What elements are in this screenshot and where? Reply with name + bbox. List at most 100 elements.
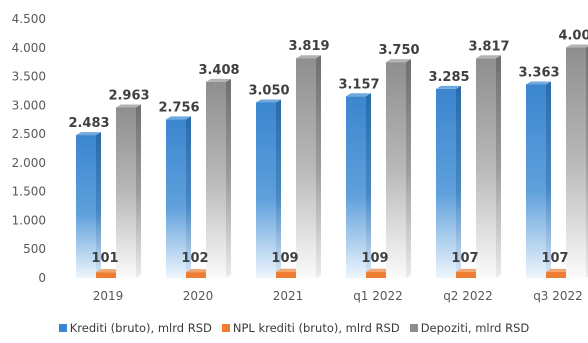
- data-label: 3.750: [378, 43, 419, 58]
- bar: [296, 55, 321, 279]
- y-tick-label: 3.000: [12, 98, 46, 112]
- data-labels: 2.483 2.756 3.050 3.157 3.285 3.363 101 102 109 1…: [68, 29, 588, 266]
- data-label: 107: [451, 251, 478, 266]
- y-tick-label: 4.000: [12, 41, 46, 55]
- bar-front: [566, 47, 586, 279]
- data-label: 3.819: [288, 39, 329, 54]
- bar: [476, 55, 501, 279]
- y-tick-label: 2.500: [12, 127, 46, 141]
- bar-front: [346, 96, 366, 278]
- bar-top: [346, 93, 371, 97]
- bar: [256, 99, 281, 278]
- x-tick-label: q2 2022: [443, 289, 493, 303]
- bar-front: [276, 271, 296, 278]
- plot-bars: [76, 44, 588, 279]
- legend-label-npl: NPL krediti (bruto), mlrd RSD: [232, 321, 400, 335]
- data-label: 3.817: [468, 39, 509, 54]
- legend-label-krediti: Krediti (bruto), mlrd RSD: [69, 321, 212, 335]
- y-tick-label: 0: [38, 271, 46, 285]
- bar: [566, 44, 588, 279]
- bar-top: [546, 268, 571, 272]
- bar-front: [96, 272, 116, 278]
- bar-front: [296, 58, 316, 279]
- data-label: 2.483: [68, 116, 109, 131]
- x-tick-label: 2020: [183, 289, 214, 303]
- bar-top: [186, 269, 211, 273]
- data-label: 3.157: [338, 77, 379, 92]
- bar-front: [206, 81, 226, 278]
- bar-top: [436, 85, 461, 89]
- bar-top: [166, 116, 191, 120]
- data-label: 3.363: [518, 65, 559, 80]
- bar-front: [526, 84, 546, 278]
- bar-front: [476, 58, 496, 279]
- bar: [206, 78, 231, 278]
- bar: [436, 85, 461, 279]
- bar-top: [76, 132, 101, 136]
- data-label: 3.050: [248, 83, 289, 98]
- bar-front: [76, 135, 96, 278]
- data-label: 3.408: [198, 63, 239, 78]
- legend-item-krediti: Krediti (bruto), mlrd RSD: [58, 321, 212, 335]
- data-label: 4.004: [558, 29, 588, 44]
- bar-top: [116, 104, 141, 108]
- data-label: 109: [361, 251, 388, 266]
- data-label: 3.285: [428, 70, 469, 85]
- y-tick-label: 1.500: [12, 185, 46, 199]
- bar-top: [296, 55, 321, 59]
- data-label: 102: [181, 251, 208, 266]
- bar-front: [456, 271, 476, 278]
- bar-side: [276, 99, 281, 278]
- legend: Krediti (bruto), mlrd RSD NPL krediti (b…: [0, 318, 588, 338]
- legend-item-npl: NPL krediti (bruto), mlrd RSD: [221, 321, 400, 335]
- legend-swatch-orange: [221, 324, 230, 332]
- chart-area: 0 500 1.000 1.500 2.000 2.500 3.000 3.500 4.000 4…: [12, 12, 588, 303]
- y-axis: 0 500 1.000 1.500 2.000 2.500 3.000 3.500 4.000 4…: [12, 12, 46, 285]
- bar-front: [436, 88, 456, 279]
- bar-top: [276, 268, 301, 272]
- bar: [166, 116, 191, 278]
- y-tick-label: 2.000: [12, 156, 46, 170]
- data-label: 2.756: [158, 100, 199, 115]
- data-label: 107: [541, 251, 568, 266]
- bar-top: [566, 44, 588, 48]
- bar-top: [456, 268, 481, 272]
- bar-side: [186, 116, 191, 278]
- bar-front: [186, 272, 206, 278]
- bar: [76, 132, 101, 278]
- legend-label-depoziti: Depoziti, mlrd RSD: [420, 321, 530, 335]
- bar-front: [166, 119, 186, 278]
- bar-top: [96, 269, 121, 273]
- bar-front: [546, 271, 566, 278]
- bar: [386, 59, 411, 278]
- bar: [526, 81, 551, 278]
- bar-top: [206, 78, 231, 82]
- data-label: 101: [91, 251, 118, 266]
- bar-front: [116, 107, 136, 278]
- data-label: 109: [271, 251, 298, 266]
- bar-side: [546, 81, 551, 278]
- x-axis: 2019 2020 2021 q1 2022 q2 2022 q3 2022: [93, 289, 583, 303]
- legend-item-depoziti: Depoziti, mlrd RSD: [409, 321, 530, 335]
- bar-top: [366, 268, 391, 272]
- data-label: 2.963: [108, 88, 149, 103]
- x-tick-label: 2021: [273, 289, 304, 303]
- y-tick-label: 4.500: [12, 12, 46, 26]
- bar-side: [456, 85, 461, 279]
- bar-side: [136, 104, 141, 278]
- y-tick-label: 3.500: [12, 70, 46, 84]
- bar-top: [386, 59, 411, 63]
- bar-side: [496, 55, 501, 279]
- x-tick-label: q3 2022: [533, 289, 583, 303]
- bar: [346, 93, 371, 278]
- x-tick-label: q1 2022: [353, 289, 403, 303]
- bar-top: [476, 55, 501, 59]
- bar: [116, 104, 141, 278]
- y-tick-label: 500: [23, 242, 46, 256]
- bar-top: [256, 99, 281, 103]
- x-tick-label: 2019: [93, 289, 124, 303]
- bar-side: [96, 132, 101, 278]
- bar-side: [406, 59, 411, 278]
- bar-front: [366, 271, 386, 278]
- bar-side: [366, 93, 371, 278]
